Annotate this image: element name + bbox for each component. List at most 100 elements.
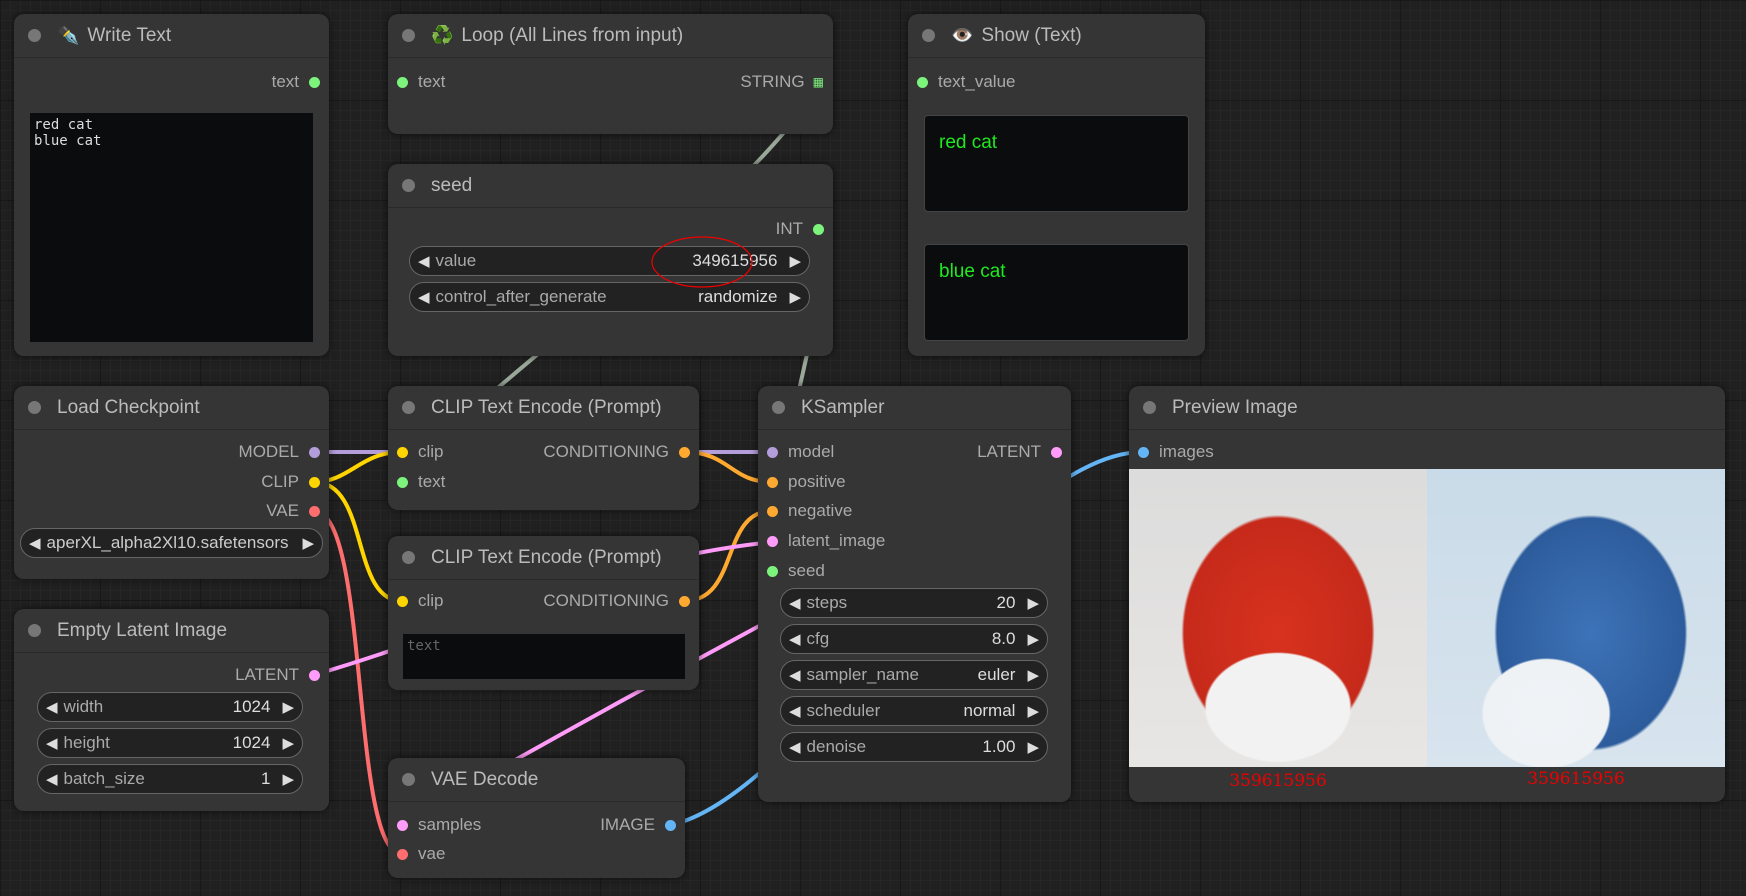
decrement-arrow-icon[interactable]: ◀	[789, 595, 801, 612]
slot-dot[interactable]	[309, 505, 320, 517]
list-grid-icon[interactable]: ▦	[812, 75, 824, 89]
node-clip-text-encode-negative[interactable]: CLIP Text Encode (Prompt) clip CONDITION…	[388, 536, 699, 690]
collapse-dot[interactable]	[28, 401, 41, 414]
output-clip[interactable]: CLIP	[261, 470, 320, 494]
widget-height[interactable]: ◀ height 1024 ▶	[37, 728, 303, 758]
node-write-text[interactable]: ✒️ Write Text text red cat blue cat	[14, 14, 329, 356]
input-negative[interactable]: negative	[767, 499, 852, 523]
output-string[interactable]: STRING ▦	[740, 72, 824, 91]
widget-width[interactable]: ◀ width 1024 ▶	[37, 692, 303, 722]
input-images[interactable]: images	[1138, 440, 1214, 464]
show-text-value-1[interactable]: red cat	[924, 115, 1189, 212]
slot-dot[interactable]	[813, 223, 824, 235]
increment-arrow-icon[interactable]: ▶	[302, 535, 314, 552]
input-samples[interactable]: samples	[397, 813, 481, 837]
output-image[interactable]: IMAGE	[600, 813, 676, 837]
slot-dot[interactable]	[309, 76, 320, 88]
collapse-dot[interactable]	[28, 29, 41, 42]
widget-scheduler[interactable]: ◀ scheduler normal ▶	[780, 696, 1048, 726]
decrement-arrow-icon[interactable]: ◀	[29, 535, 41, 552]
slot-dot[interactable]	[767, 535, 778, 547]
collapse-dot[interactable]	[28, 624, 41, 637]
collapse-dot[interactable]	[402, 29, 415, 42]
slot-dot[interactable]	[679, 595, 690, 607]
slot-dot[interactable]	[397, 819, 408, 831]
decrement-arrow-icon[interactable]: ◀	[789, 703, 801, 720]
slot-dot[interactable]	[1051, 446, 1062, 458]
increment-arrow-icon[interactable]: ▶	[282, 735, 294, 752]
output-latent[interactable]: LATENT	[235, 663, 320, 687]
node-title[interactable]: CLIP Text Encode (Prompt)	[388, 386, 699, 430]
input-vae[interactable]: vae	[397, 842, 445, 866]
decrement-arrow-icon[interactable]: ◀	[789, 667, 801, 684]
slot-dot[interactable]	[767, 505, 778, 517]
node-show-text[interactable]: 👁️ Show (Text) text_value red cat blue ca…	[908, 14, 1205, 356]
output-model[interactable]: MODEL	[239, 440, 320, 464]
slot-dot[interactable]	[917, 76, 928, 88]
input-text[interactable]: text	[397, 70, 445, 94]
decrement-arrow-icon[interactable]: ◀	[46, 771, 58, 788]
input-text-value[interactable]: text_value	[917, 70, 1016, 94]
node-title[interactable]: Preview Image	[1129, 386, 1725, 430]
widget-sampler-name[interactable]: ◀ sampler_name euler ▶	[780, 660, 1048, 690]
collapse-dot[interactable]	[922, 29, 935, 42]
decrement-arrow-icon[interactable]: ◀	[46, 735, 58, 752]
collapse-dot[interactable]	[402, 179, 415, 192]
node-clip-text-encode-positive[interactable]: CLIP Text Encode (Prompt) clip text COND…	[388, 386, 699, 510]
node-title[interactable]: VAE Decode	[388, 758, 685, 802]
increment-arrow-icon[interactable]: ▶	[1027, 595, 1039, 612]
output-vae[interactable]: VAE	[266, 499, 320, 523]
output-text[interactable]: text	[272, 70, 320, 94]
widget-control-after-generate[interactable]: ◀ control_after_generate randomize ▶	[409, 282, 810, 312]
node-ksampler[interactable]: KSampler model positive negative latent_…	[758, 386, 1071, 802]
collapse-dot[interactable]	[402, 551, 415, 564]
widget-steps[interactable]: ◀ steps 20 ▶	[780, 588, 1048, 618]
decrement-arrow-icon[interactable]: ◀	[418, 253, 430, 270]
input-clip[interactable]: clip	[397, 589, 444, 613]
output-int[interactable]: INT	[776, 217, 824, 241]
slot-dot[interactable]	[309, 669, 320, 681]
collapse-dot[interactable]	[1143, 401, 1156, 414]
text-input[interactable]: red cat blue cat	[30, 113, 313, 342]
node-title[interactable]: ✒️ Write Text	[14, 14, 329, 58]
collapse-dot[interactable]	[772, 401, 785, 414]
slot-dot[interactable]	[1138, 446, 1149, 458]
show-text-value-2[interactable]: blue cat	[924, 244, 1189, 341]
decrement-arrow-icon[interactable]: ◀	[418, 289, 430, 306]
output-latent[interactable]: LATENT	[977, 440, 1062, 464]
output-conditioning[interactable]: CONDITIONING	[543, 589, 690, 613]
preview-image-blue-cat[interactable]	[1427, 469, 1725, 767]
collapse-dot[interactable]	[402, 773, 415, 786]
decrement-arrow-icon[interactable]: ◀	[789, 739, 801, 756]
increment-arrow-icon[interactable]: ▶	[282, 771, 294, 788]
increment-arrow-icon[interactable]: ▶	[1027, 703, 1039, 720]
input-model[interactable]: model	[767, 440, 834, 464]
node-title[interactable]: seed	[388, 164, 833, 208]
slot-dot[interactable]	[767, 446, 778, 458]
node-preview-image[interactable]: Preview Image images 359615956 359615956	[1129, 386, 1725, 802]
input-text[interactable]: text	[397, 470, 445, 494]
slot-dot[interactable]	[767, 565, 778, 577]
slot-dot[interactable]	[665, 819, 676, 831]
output-conditioning[interactable]: CONDITIONING	[543, 440, 690, 464]
widget-value[interactable]: ◀ value 349615956 ▶	[409, 246, 810, 276]
slot-dot[interactable]	[397, 848, 408, 860]
node-title[interactable]: KSampler	[758, 386, 1071, 430]
preview-image-red-cat[interactable]	[1129, 469, 1427, 767]
input-positive[interactable]: positive	[767, 470, 846, 494]
node-vae-decode[interactable]: VAE Decode samples vae IMAGE	[388, 758, 685, 878]
node-empty-latent-image[interactable]: Empty Latent Image LATENT ◀ width 1024 ▶ ◀ h…	[14, 609, 329, 811]
node-title[interactable]: Empty Latent Image	[14, 609, 329, 653]
widget-batch-size[interactable]: ◀ batch_size 1 ▶	[37, 764, 303, 794]
slot-dot[interactable]	[309, 446, 320, 458]
slot-dot[interactable]	[397, 595, 408, 607]
decrement-arrow-icon[interactable]: ◀	[46, 699, 58, 716]
collapse-dot[interactable]	[402, 401, 415, 414]
widget-cfg[interactable]: ◀ cfg 8.0 ▶	[780, 624, 1048, 654]
node-seed[interactable]: seed INT ◀ value 349615956 ▶ ◀ control_after…	[388, 164, 833, 356]
node-title[interactable]: CLIP Text Encode (Prompt)	[388, 536, 699, 580]
input-seed[interactable]: seed	[767, 559, 825, 583]
slot-dot[interactable]	[679, 446, 690, 458]
increment-arrow-icon[interactable]: ▶	[1027, 667, 1039, 684]
increment-arrow-icon[interactable]: ▶	[789, 289, 801, 306]
